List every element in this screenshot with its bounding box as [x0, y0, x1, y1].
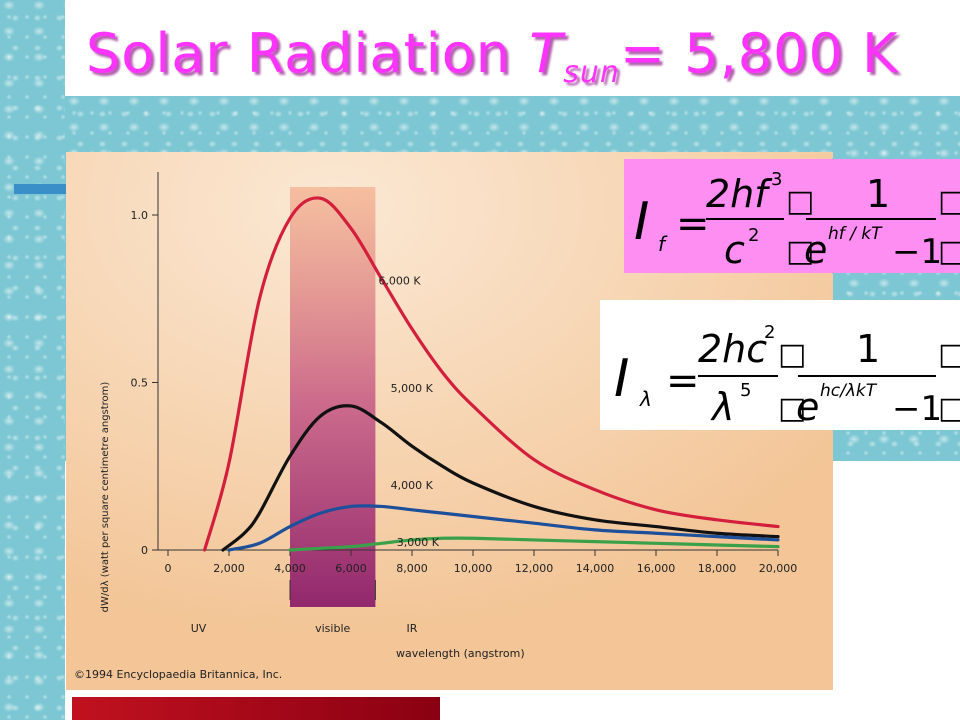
y-tick-label: 0.5: [131, 377, 149, 390]
planck-wavelength-equation: I λ = 2hc 2 λ 5 □ □ 1 e hc/λkT −1 □ □: [600, 300, 960, 430]
planck-frequency-equation: I f = 2hf 3 c 2 □ □ 1 e hf / kT −1 □ □: [624, 159, 960, 273]
x-tick-label: 2,000: [213, 562, 245, 575]
title-main: Solar Radiation: [86, 22, 530, 85]
eq1-exp: hf / kT: [828, 224, 883, 244]
eq2-den-exp: 5: [740, 380, 751, 401]
x-tick-label: 16,000: [637, 562, 676, 575]
eq1-graphic: I f = 2hf 3 c 2 □ □ 1 e hf / kT −1 □ □: [634, 169, 960, 272]
region-label-ir: IR: [407, 622, 418, 635]
eq2-equals: =: [666, 358, 700, 404]
x-tick-label: 6,000: [335, 562, 367, 575]
copyright-text: ©1994 Encyclopaedia Britannica, Inc.: [74, 668, 282, 681]
visible-band-rect: [290, 187, 376, 607]
x-tick-label: 8,000: [396, 562, 428, 575]
eq2-box-4: □: [938, 391, 960, 426]
footer-red-bar: [72, 697, 440, 720]
chart-curves: [203, 196, 780, 552]
x-axis-label: wavelength (angstrom): [396, 647, 525, 660]
curve-label-6000k: 6,000 K: [378, 275, 421, 288]
title-t: T: [529, 22, 564, 85]
eq2-box-3: □: [938, 337, 960, 372]
eq2-lhs: I: [614, 349, 629, 409]
title-rest: = 5,800 K: [619, 22, 899, 85]
y-axis-label: dW/dλ (watt per square centimetre angstr…: [100, 382, 111, 613]
region-label-visible: visible: [315, 622, 350, 635]
eq1-lhs-sub: f: [658, 232, 668, 256]
eq1-box-2: □: [786, 234, 814, 269]
curve-5000k: [221, 404, 780, 552]
eq2-box-2: □: [778, 391, 806, 426]
x-tick-label: 18,000: [698, 562, 737, 575]
eq1-frac2-num: 1: [866, 172, 890, 216]
visible-band: [290, 187, 376, 607]
y-tick-label: 1.0: [131, 209, 149, 222]
eq2-num: 2hc: [698, 327, 767, 371]
eq2-exp: hc/λkT: [820, 381, 878, 401]
accent-bar: [14, 184, 70, 194]
eq1-num: 2hf: [706, 172, 773, 216]
eq1-den-exp: 2: [748, 225, 759, 246]
eq2-frac2-num: 1: [856, 327, 880, 371]
chart-labels: 6,000 K 5,000 K 4,000 K 3,000 K: [378, 275, 439, 549]
curve-6000k: [203, 196, 780, 552]
eq2-graphic: I λ = 2hc 2 λ 5 □ □ 1 e hc/λkT −1 □ □: [614, 322, 960, 429]
region-label-uv: UV: [191, 622, 207, 635]
curve-4000k: [227, 504, 780, 552]
eq1-box-1: □: [786, 184, 814, 219]
eq1-lhs: I: [634, 192, 649, 252]
x-tick-label: 20,000: [759, 562, 798, 575]
curve-3000k: [288, 536, 780, 552]
y-tick-label: 0: [141, 544, 148, 557]
title-sub: sun: [563, 55, 620, 90]
eq2-exp-base: e: [796, 385, 819, 429]
curve-label-4000k: 4,000 K: [391, 479, 434, 492]
x-tick-label: 10,000: [454, 562, 493, 575]
eq1-exp-base: e: [804, 228, 827, 272]
x-tick-label: 14,000: [576, 562, 615, 575]
eq1-num-exp: 3: [771, 169, 782, 190]
curve-label-5000k: 5,000 K: [391, 382, 434, 395]
eq2-lhs-sub: λ: [639, 387, 652, 411]
eq1-box-4: □: [938, 234, 960, 269]
x-tick-label: 4,000: [274, 562, 306, 575]
eq1-den: c: [724, 228, 745, 272]
eq2-box-1: □: [778, 337, 806, 372]
eq1-minus-one: −1: [892, 232, 942, 272]
x-tick-label: 12,000: [515, 562, 554, 575]
eq2-den: λ: [710, 385, 735, 429]
eq1-box-3: □: [938, 184, 960, 219]
chart-axes: 0 2,000 4,000 6,000 8,000 10,000 12,000 14,000 1…: [131, 172, 798, 635]
eq2-minus-one: −1: [892, 389, 942, 429]
slide-title: Solar Radiation Tsun= 5,800 K: [86, 22, 898, 90]
water-texture-left: [0, 0, 65, 720]
curve-label-3000k: 3,000 K: [397, 536, 440, 549]
x-tick-label: 0: [165, 562, 172, 575]
eq2-num-exp: 2: [764, 322, 775, 343]
eq1-equals: =: [676, 201, 710, 247]
